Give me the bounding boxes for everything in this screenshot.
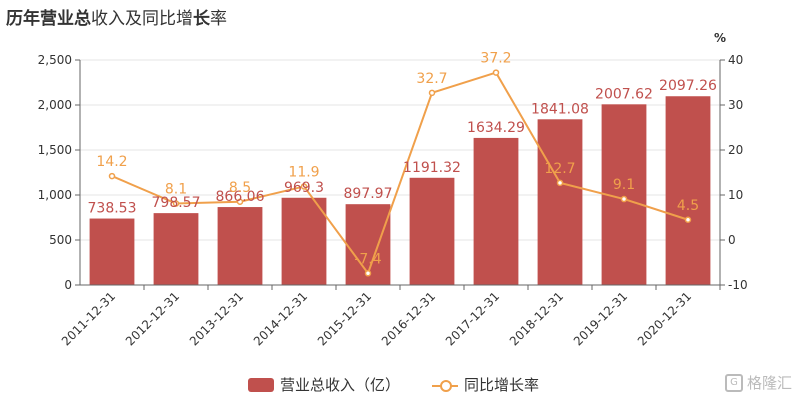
x-tick-label: 2018-12-31 [507, 289, 566, 348]
legend-item-revenue[interactable]: 营业总收入（亿） [248, 374, 400, 395]
watermark-logo-icon: G [724, 373, 743, 392]
data-labels: 738.53 798.57 866.06 969.3 897.97 1191.32 1634… [88, 51, 718, 268]
bar-data-label: 2097.26 [659, 78, 717, 94]
line-data-label: -7.4 [354, 251, 381, 267]
bar-data-label: 1191.32 [403, 160, 461, 176]
y-right-tick-label: 0 [728, 233, 736, 247]
y-right-tick-label: 30 [728, 98, 743, 112]
title-part-2: 收入及同比增 [91, 9, 193, 29]
y-right-tick-label: 20 [728, 143, 743, 157]
line-data-label: 32.7 [416, 71, 447, 87]
bar-data-label: 2007.62 [595, 86, 653, 102]
y-right-tick-label: 40 [728, 53, 743, 67]
line-data-label: 37.2 [480, 51, 511, 67]
line-data-label: 14.2 [96, 154, 127, 170]
line-data-label: 11.9 [288, 164, 319, 180]
bar [217, 207, 263, 285]
line-data-label: 9.1 [613, 177, 635, 193]
watermark-text: 格隆汇 [746, 374, 792, 392]
x-tick-label: 2014-12-31 [251, 289, 310, 348]
bar-data-label: 1841.08 [531, 101, 589, 117]
bar [281, 197, 327, 285]
y-left-tick-label: 1,000 [38, 188, 72, 202]
legend-label-growth: 同比增长率 [464, 376, 540, 394]
x-tick-label: 2016-12-31 [379, 289, 438, 348]
x-tick-label: 2017-12-31 [443, 289, 502, 348]
bar-data-label: 738.53 [88, 201, 137, 217]
line-point [300, 183, 308, 190]
bar [89, 218, 135, 285]
line-point [428, 89, 436, 97]
line-point [364, 270, 372, 277]
bar-data-label: 1634.29 [467, 120, 525, 136]
y-left-tick-label: 1,500 [38, 143, 72, 157]
line-data-label: 4.5 [677, 198, 699, 214]
line-point [108, 172, 116, 180]
y-right-tick-label: -10 [728, 278, 748, 292]
title-part-1: 历年营业总 [6, 9, 91, 29]
x-tick-label: 2011-12-31 [59, 289, 118, 348]
bar [409, 177, 455, 285]
legend-item-growth[interactable]: 同比增长率 [432, 374, 539, 395]
y-right-unit-label: % [714, 31, 726, 45]
legend-bar-swatch [248, 377, 274, 392]
x-tick-label: 2020-12-31 [635, 289, 694, 348]
x-tick-label: 2012-12-31 [123, 289, 182, 348]
y-left-tick-label: 2,500 [38, 53, 72, 67]
watermark: G 格隆汇 [724, 372, 792, 393]
y-left-tick-label: 0 [64, 278, 72, 292]
legend: 营业总收入（亿） 同比增长率 [0, 372, 800, 396]
line-data-label: 8.1 [165, 182, 187, 198]
y-left-tick-label: 2,000 [38, 98, 72, 112]
line-point [172, 200, 180, 207]
title-part-4: 率 [210, 9, 227, 29]
combo-chart: 0 500 1,000 1,500 2,000 2,500 -10 0 10 20 30 40% 201… [38, 31, 748, 348]
line-point [492, 69, 500, 76]
bar [665, 96, 711, 285]
line-point [556, 179, 564, 187]
chart-title: 历年营业总收入及同比增长率 [6, 4, 227, 29]
y-right-tick-label: 10 [728, 188, 743, 202]
line-series [108, 69, 692, 277]
bar-data-label: 798.57 [152, 195, 201, 211]
bar-data-label: 969.3 [284, 180, 324, 196]
y-left-tick-label: 500 [49, 233, 72, 247]
x-tick-label: 2015-12-31 [315, 289, 374, 348]
bar [153, 213, 199, 285]
bar-series [89, 96, 711, 286]
line-point [236, 198, 244, 205]
bar-data-label: 897.97 [344, 186, 393, 202]
legend-label-revenue: 营业总收入（亿） [280, 376, 401, 394]
legend-line-swatch [432, 378, 458, 392]
growth-line [111, 71, 689, 276]
line-point [620, 195, 628, 203]
line-data-label: 12.7 [544, 161, 575, 177]
x-tick-label: 2013-12-31 [187, 289, 246, 348]
title-part-3: 长 [193, 9, 210, 29]
line-point [684, 216, 692, 223]
line-data-label: 8.5 [229, 180, 251, 196]
bar-data-label: 866.06 [216, 189, 265, 205]
x-tick-label: 2019-12-31 [571, 289, 630, 348]
bar [473, 137, 519, 285]
bar [537, 119, 583, 286]
